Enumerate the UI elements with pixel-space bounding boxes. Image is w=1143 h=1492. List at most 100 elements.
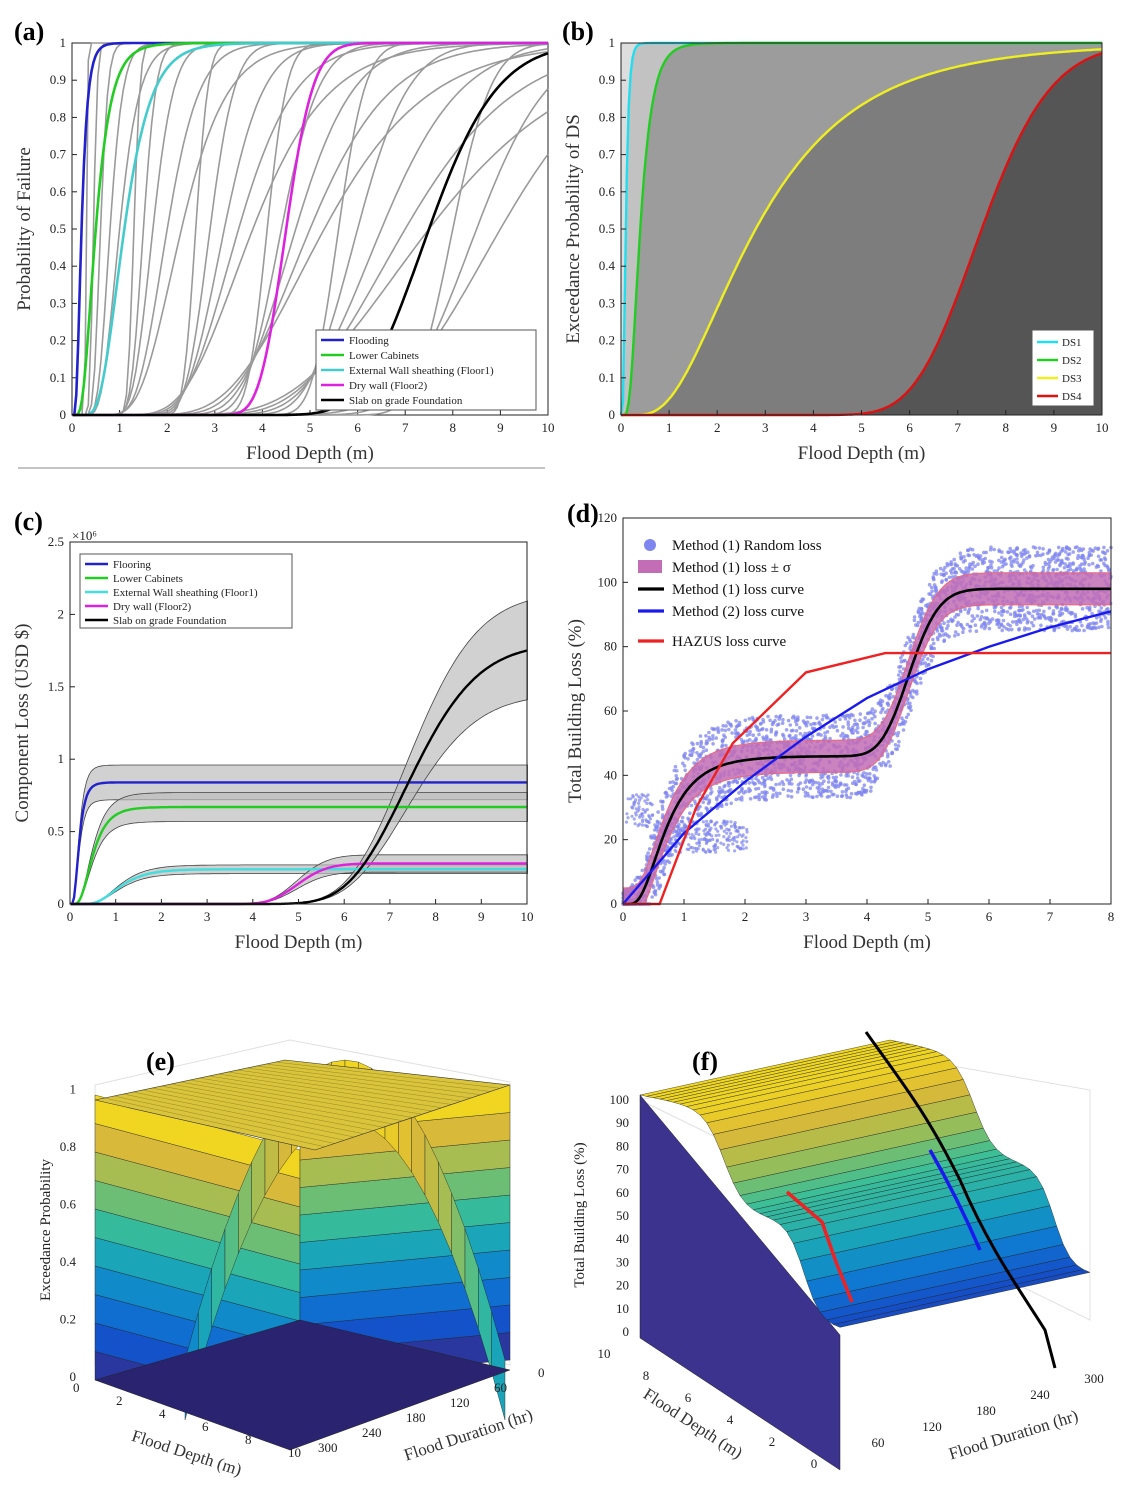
panel-d-scatter-point	[1030, 614, 1035, 618]
panel-d-scatter-point	[637, 795, 641, 799]
panel-d-scatter-point	[682, 824, 687, 828]
panel-d-scatter-point	[650, 813, 655, 817]
panel-d-scatter-point	[1102, 550, 1106, 555]
panel-d-scatter-point	[643, 799, 647, 803]
panel-d-scatter-point	[722, 829, 726, 833]
panel-d-scatter-point	[829, 789, 833, 794]
panel-d-scatter-point	[1090, 561, 1095, 566]
panel-d-scatter-point	[824, 713, 829, 718]
panel-d-scatter-point	[733, 835, 737, 839]
panel-d-scatter-point	[1019, 554, 1024, 559]
panel-d-scatter-point	[1022, 558, 1026, 562]
panel-d-scatter-point	[976, 562, 980, 566]
panel-d-scatter-point	[915, 692, 919, 696]
panel-d-scatter-point	[1042, 609, 1046, 614]
panel-d-scatter-point	[771, 786, 776, 791]
panel-d-scatter-point	[1051, 568, 1055, 573]
panel-d-scatter-point	[660, 804, 665, 808]
panel-d-scatter-point	[789, 789, 794, 793]
panel-d-scatter-point	[657, 876, 661, 880]
panel-d-scatter-point	[780, 721, 785, 725]
panel-a-ytick-label: 0.1	[50, 370, 66, 385]
panel-d-scatter-point	[899, 656, 903, 660]
panel-d-scatter-point	[734, 725, 739, 729]
panel-c-xtick-label: 7	[387, 909, 394, 924]
panel-d-scatter-point	[942, 573, 946, 577]
panel-d-scatter-point	[694, 828, 698, 832]
panel-d-scatter-point	[1026, 610, 1030, 615]
panel-d-scatter-point	[884, 694, 888, 698]
panel-d-scatter-point	[1010, 620, 1015, 624]
panel-d-scatter-point	[1054, 618, 1058, 622]
panel-d-scatter-point	[1082, 628, 1086, 633]
panel-d-scatter-point	[1106, 619, 1110, 624]
panel-d-xtick-label: 6	[986, 909, 993, 924]
panel-d-scatter-point	[803, 780, 807, 785]
panel-d-scatter-point	[724, 724, 728, 728]
panel-b-ylabel: Exceedance Probability of DS	[563, 114, 584, 344]
panel-d-scatter-point	[754, 787, 758, 791]
panel-d-scatter-point	[1062, 565, 1067, 570]
panel-d-scatter-point	[844, 789, 848, 794]
panel-d-scatter-point	[633, 878, 637, 882]
panel-a-ytick-label: 0.4	[50, 258, 67, 273]
panel-d-scatter-point	[761, 717, 765, 722]
panel-d-scatter-point	[1100, 624, 1104, 629]
panel-d-scatter-point	[1091, 549, 1095, 553]
panel-d-scatter-point	[1021, 608, 1025, 612]
panel-d-scatter-point	[947, 575, 952, 580]
panel-d-scatter-point	[719, 841, 723, 845]
panel-b-xtick-label: 10	[1096, 420, 1109, 435]
panel-d-scatter-point	[1017, 608, 1021, 613]
panel-d-scatter-point	[1002, 562, 1006, 567]
panel-d-scatter-point	[865, 772, 869, 776]
panel-f-front-wall	[639, 1094, 841, 1471]
panel-d-scatter-point	[852, 722, 857, 727]
panel-f-ytick-label: 300	[1084, 1371, 1104, 1386]
panel-d-scatter-point	[793, 719, 798, 724]
panel-d-scatter-point	[1054, 551, 1058, 556]
panel-d-scatter-point	[714, 850, 718, 854]
panel-d-scatter-point	[760, 781, 764, 786]
panel-d-scatter-point	[640, 868, 645, 873]
panel-d-scatter-point	[1087, 550, 1092, 555]
panel-d-scatter-point	[704, 823, 708, 827]
panel-d-scatter-point	[674, 774, 678, 778]
panel-d-scatter-point	[796, 787, 801, 791]
panel-d-scatter-point	[760, 775, 765, 780]
panel-d-scatter-point	[807, 780, 812, 784]
panel-c-legend-label: Lower Cabinets	[113, 573, 183, 585]
panel-d-scatter-point	[874, 768, 879, 772]
panel-d-scatter-point	[840, 790, 845, 794]
panel-d-scatter-point	[1103, 563, 1107, 568]
panel-d-scatter-point	[782, 737, 787, 741]
panel-e-xtick-label: 10	[288, 1445, 301, 1460]
panel-d-scatter-point	[720, 795, 724, 800]
panel-d-scatter-point	[831, 775, 836, 780]
panel-d-scatter-point	[995, 618, 1000, 622]
panel-d-scatter-point	[741, 847, 745, 851]
panel-e-grid-line	[246, 1067, 472, 1099]
panel-d-scatter-point	[967, 607, 972, 611]
panel-d-scatter-point	[744, 846, 748, 850]
panel-d-scatter-point	[939, 572, 943, 577]
panel-b-xtick-label: 1	[666, 420, 673, 435]
panel-d-scatter-point	[858, 718, 862, 722]
panel-d-scatter-point	[738, 833, 742, 837]
panel-d-scatter-point	[669, 836, 673, 841]
panel-d-scatter-point	[968, 629, 972, 633]
panel-d-scatter-point	[927, 582, 932, 587]
panel-d-ytick-label: 0	[611, 896, 618, 911]
panel-d-scatter-point	[1043, 560, 1048, 565]
panel-d-scatter-point	[754, 738, 758, 742]
panel-d-scatter-point	[733, 777, 738, 782]
panel-d-scatter-point	[901, 728, 906, 732]
panel-d-scatter-point	[1093, 546, 1098, 550]
panel-d-scatter-point	[893, 743, 898, 747]
panel-d-scatter-point	[690, 741, 694, 745]
panel-b-xtick-label: 6	[906, 420, 913, 435]
panel-b-legend-label: DS2	[1062, 355, 1082, 367]
panel-d-scatter-point	[821, 714, 826, 718]
panel-d-scatter-point	[723, 790, 727, 795]
panel-e-ytick-label: 240	[362, 1425, 382, 1440]
